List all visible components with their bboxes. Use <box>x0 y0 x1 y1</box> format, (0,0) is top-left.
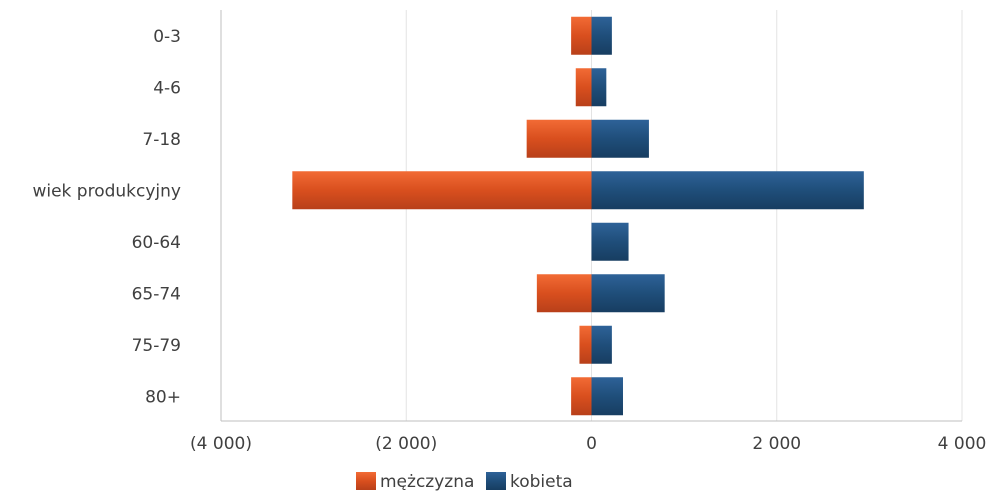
category-label: 7-18 <box>142 130 181 150</box>
bars <box>292 16 864 416</box>
category-label: 0-3 <box>153 27 181 47</box>
bar-male-2 <box>526 119 592 158</box>
legend-label-female: kobieta <box>510 472 573 492</box>
legend: mężczyzna kobieta <box>356 472 573 492</box>
bar-female-1 <box>591 68 607 107</box>
bar-female-4 <box>591 222 629 261</box>
category-label: 65-74 <box>132 284 181 304</box>
category-label: wiek produkcyjny <box>32 181 181 201</box>
bar-female-0 <box>591 16 612 55</box>
x-tick-label: (4 000) <box>190 434 252 454</box>
legend-swatch-female <box>486 472 506 490</box>
category-label: 60-64 <box>132 233 181 253</box>
category-labels: 0-3 4-6 7-18 wiek produkcyjny 60-64 65-74 75-7… <box>32 27 181 408</box>
legend-swatch-male <box>356 472 376 490</box>
bar-male-0 <box>571 16 592 55</box>
category-label: 80+ <box>145 387 181 407</box>
bar-male-6 <box>579 325 592 364</box>
category-label: 4-6 <box>153 78 181 98</box>
bar-female-5 <box>591 274 665 313</box>
bar-female-3 <box>591 171 864 210</box>
x-tick-label: 0 <box>586 434 597 454</box>
bar-female-6 <box>591 325 612 364</box>
bar-female-7 <box>591 377 623 416</box>
x-tick-label: 4 000 <box>938 434 987 454</box>
bar-male-1 <box>575 68 592 107</box>
x-tick-label: 2 000 <box>752 434 801 454</box>
bar-male-7 <box>571 377 592 416</box>
bar-male-5 <box>536 274 592 313</box>
bar-female-2 <box>591 119 649 158</box>
bar-male-3 <box>292 171 592 210</box>
category-label: 75-79 <box>132 336 181 356</box>
x-tick-labels: (4 000) (2 000) 0 2 000 4 000 <box>190 434 986 454</box>
x-tick-label: (2 000) <box>375 434 437 454</box>
legend-label-male: mężczyzna <box>380 472 474 492</box>
